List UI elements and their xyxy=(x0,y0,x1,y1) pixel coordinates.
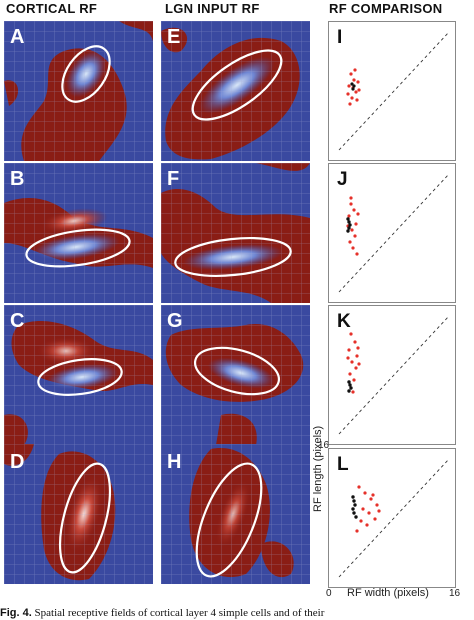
scatter-letter-j: J xyxy=(337,169,348,190)
rf-map-e xyxy=(161,21,310,161)
diagonal-line xyxy=(338,173,450,293)
scatter-plot-l xyxy=(338,458,450,578)
cortical-rf-panel-d: D xyxy=(4,444,153,584)
panel-letter-e: E xyxy=(167,26,181,48)
y-axis-max-label: 16 xyxy=(318,440,330,451)
diagonal-line xyxy=(338,458,450,578)
scatter-points-l xyxy=(351,485,381,533)
cortical-rf-panel-a: A xyxy=(4,21,153,161)
lgn-rf-panel-f: F xyxy=(161,163,310,303)
figure-caption: Fig. 4. Spatial receptive fields of cort… xyxy=(0,607,474,619)
cortical-rf-panel-b: B xyxy=(4,163,153,303)
x-axis-label: RF width (pixels) xyxy=(347,587,429,599)
diagonal-line xyxy=(338,315,450,435)
y-axis-label: RF length (pixels) xyxy=(312,425,324,512)
scatter-points-j xyxy=(346,196,360,256)
scatter-panel-l: L xyxy=(328,448,456,588)
diagonal-line xyxy=(338,31,450,151)
scatter-plot-i xyxy=(338,31,450,151)
scatter-letter-k: K xyxy=(337,311,351,332)
panel-letter-c: C xyxy=(10,310,25,332)
scatter-panel-i: I xyxy=(328,21,456,161)
panel-letter-b: B xyxy=(10,168,25,190)
rf-map-f xyxy=(161,163,310,303)
scatter-plot-j xyxy=(338,173,450,293)
lgn-rf-panel-e: E xyxy=(161,21,310,161)
x-axis-max-label: 16 xyxy=(449,588,461,599)
rf-comparison-title: RF COMPARISON xyxy=(329,1,443,16)
panel-letter-f: F xyxy=(167,168,180,190)
rf-map-a xyxy=(4,21,153,161)
rf-map-c xyxy=(4,305,153,445)
caption-prefix: Fig. 4. xyxy=(0,607,32,619)
scatter-panel-j: J xyxy=(328,163,456,303)
rf-map-g xyxy=(161,305,310,445)
scatter-letter-l: L xyxy=(337,454,349,475)
scatter-points-i xyxy=(346,68,361,106)
caption-text: Spatial receptive fields of cortical lay… xyxy=(34,607,325,619)
x-axis-min-label: 0 xyxy=(326,588,332,599)
lgn-rf-panel-g: G xyxy=(161,305,310,445)
cortical-rf-panel-c: C xyxy=(4,305,153,445)
cortical-rf-title: CORTICAL RF xyxy=(6,1,98,16)
scatter-plot-k xyxy=(338,315,450,435)
scatter-letter-i: I xyxy=(337,27,343,48)
lgn-rf-panel-h: H xyxy=(161,444,310,584)
scatter-points-k xyxy=(346,332,361,394)
lgn-input-rf-title: LGN INPUT RF xyxy=(165,1,260,16)
rf-map-d xyxy=(4,444,153,584)
rf-map-h xyxy=(161,444,310,584)
panel-letter-a: A xyxy=(10,26,25,48)
panel-letter-h: H xyxy=(167,451,182,473)
panel-letter-d: D xyxy=(10,451,25,473)
rf-map-b xyxy=(4,163,153,303)
panel-letter-g: G xyxy=(167,310,183,332)
scatter-panel-k: K xyxy=(328,305,456,445)
